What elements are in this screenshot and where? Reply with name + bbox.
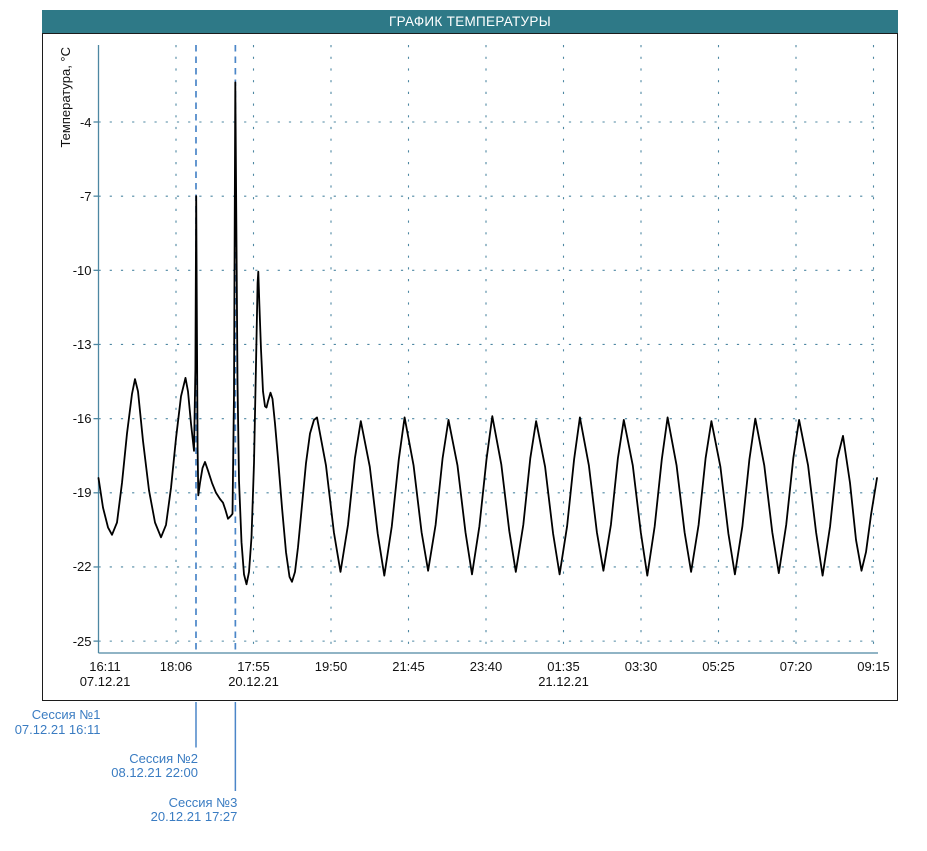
x-tick-time: 09:15 — [857, 659, 890, 674]
temperature-curve — [97, 81, 878, 586]
chart-title: ГРАФИК ТЕМПЕРАТУРЫ — [389, 14, 551, 29]
x-tick-date: 07.12.21 — [79, 674, 131, 689]
y-axis-title: Температура, °C — [58, 47, 73, 148]
y-tick-label: -13 — [72, 336, 92, 352]
x-tick-time: 03:30 — [624, 659, 658, 674]
x-tick-time: 01:35 — [547, 659, 580, 674]
session-datetime: 07.12.21 16:11 — [14, 721, 101, 737]
session-label: Сессия №1 07.12.21 16:11 — [14, 707, 101, 737]
y-tick-label: -25 — [72, 633, 92, 649]
x-tick-time: 07:20 — [779, 659, 813, 674]
x-tick-time: 05:25 — [702, 659, 735, 674]
session-datetime: 08.12.21 22:00 — [111, 765, 198, 780]
session-name: Сессия №3 — [168, 794, 238, 810]
x-tick-time: 18:06 — [159, 659, 193, 674]
session-label: Сессия №2 08.12.21 22:00 — [111, 750, 198, 781]
y-tick-label: -22 — [72, 559, 92, 575]
session-name: Сессия №1 — [31, 707, 101, 722]
x-tick-date: 20.12.21 — [228, 674, 279, 689]
x-tick-time: 19:50 — [314, 659, 348, 674]
x-tick-time: 21:45 — [392, 659, 425, 674]
y-tick-label: -19 — [72, 485, 92, 501]
y-tick-label: -10 — [72, 262, 92, 278]
session-datetime: 20.12.21 17:27 — [150, 809, 238, 824]
chart-frame — [42, 33, 898, 701]
x-tick-time: 17:55 — [237, 659, 270, 674]
y-tick-label: -4 — [79, 114, 92, 130]
x-tick-time: 23:40 — [469, 659, 503, 674]
session-label: Сессия №3 20.12.21 17:27 — [150, 794, 238, 825]
y-tick-label: -7 — [79, 188, 92, 204]
y-tick-label: -16 — [72, 411, 92, 427]
chart-title-bar: ГРАФИК ТЕМПЕРАТУРЫ — [42, 10, 898, 33]
x-tick-date: 21.12.21 — [538, 674, 589, 689]
session-name: Сессия №2 — [129, 750, 198, 766]
x-tick-time: 16:11 — [89, 659, 121, 674]
